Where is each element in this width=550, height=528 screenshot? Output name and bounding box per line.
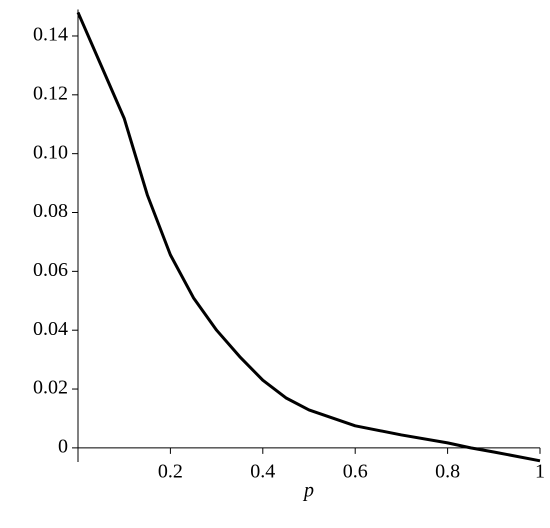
x-tick-label: 1 [535,460,545,482]
y-tick-label: 0.04 [33,318,68,340]
x-tick-label: 0.6 [343,460,368,482]
x-tick-label: 0.8 [435,460,460,482]
x-axis-label: p [302,480,314,502]
y-tick-label: 0.14 [33,24,68,46]
x-tick-label: 0.2 [158,460,183,482]
line-series [76,11,541,463]
y-tick-label: 0 [58,435,68,457]
y-tick-label: 0.08 [33,200,68,222]
y-tick-label: 0.10 [33,141,68,163]
y-tick-label: 0.02 [33,377,68,399]
y-tick-label: 0.12 [33,82,68,104]
x-tick-label: 0.4 [250,460,275,482]
y-tick-label: 0.06 [33,259,68,281]
